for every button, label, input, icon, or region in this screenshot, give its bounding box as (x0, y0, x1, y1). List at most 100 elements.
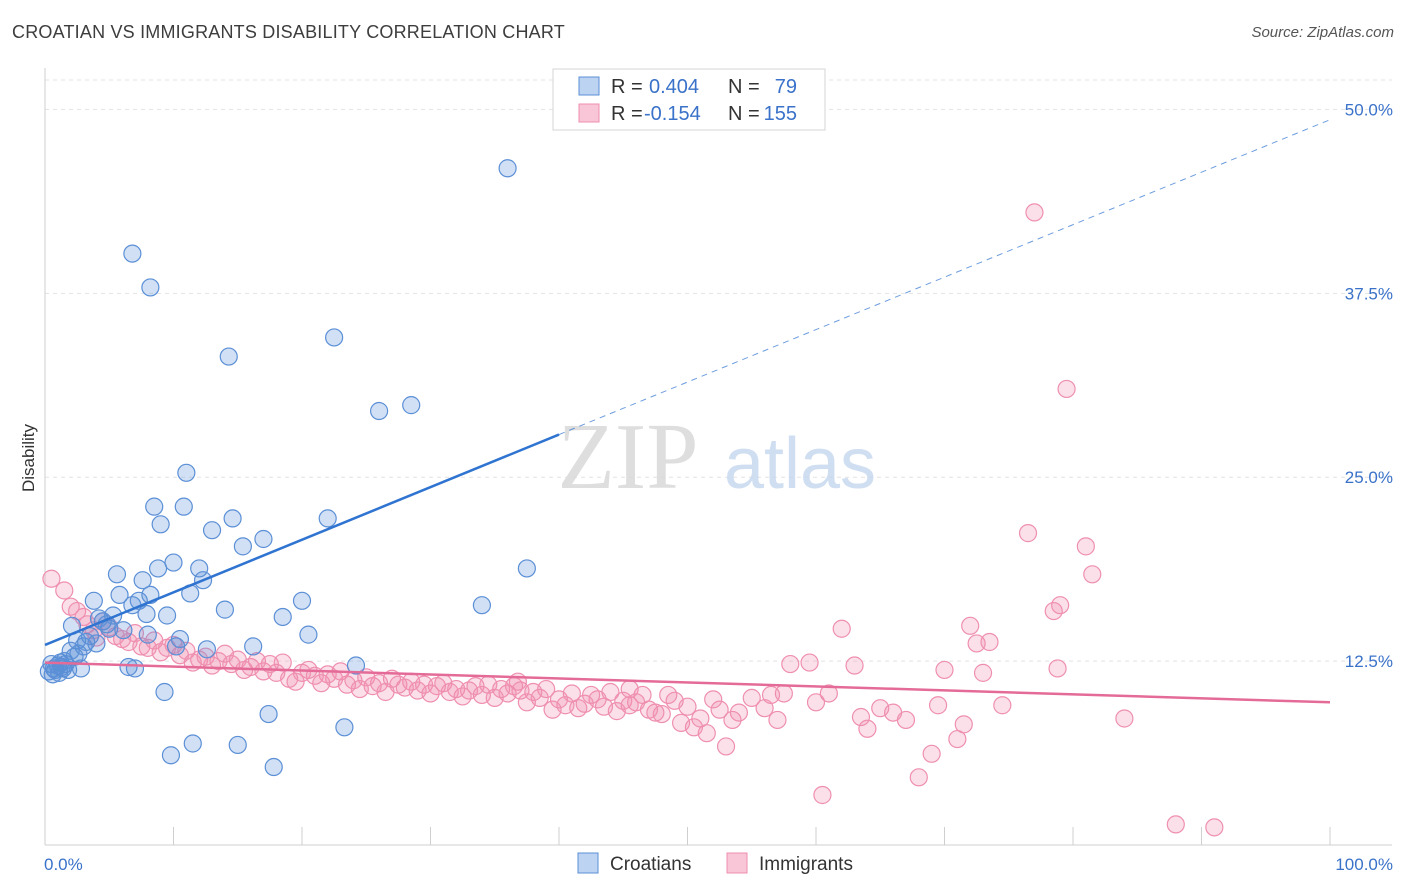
trend-lines (44, 119, 1331, 704)
croatians-point (292, 591, 312, 610)
croatians-point (233, 537, 252, 556)
immigrants-point (806, 693, 826, 712)
immigrants-point (710, 700, 729, 719)
immigrants-point (601, 682, 620, 702)
x-tick-label-max: 100.0% (1335, 855, 1393, 874)
legend-r-value-immigrants: -0.154 (644, 103, 701, 125)
immigrants-point (704, 690, 723, 709)
immigrants-point (421, 684, 440, 703)
immigrants-point (1051, 596, 1070, 615)
immigrants-point (768, 710, 787, 730)
croatians-point (157, 606, 177, 625)
immigrants-point (620, 696, 639, 715)
bottom-legend-croatians: Croatians (610, 854, 691, 875)
immigrants-point (742, 688, 761, 707)
bottom-legend-swatch-immigrants (726, 852, 748, 874)
watermark-zip: ZIP (558, 405, 699, 509)
immigrants-point (697, 724, 716, 743)
immigrants-point (832, 619, 851, 638)
immigrants-point (729, 703, 749, 722)
immigrants-point (961, 616, 980, 635)
immigrants-point (1048, 659, 1067, 678)
immigrants-point (800, 653, 819, 672)
x-tick-labels: 0.0% 100.0% (44, 855, 1393, 874)
watermark-atlas: atlas (724, 424, 876, 504)
immigrants-point (973, 663, 993, 682)
y-tick-labels: 12.5% 25.0% 37.5% 50.0% (1345, 100, 1393, 671)
croatians-point (202, 521, 222, 540)
legend-n-label-croatians: N = (728, 76, 760, 98)
watermark: ZIP atlas (558, 405, 877, 509)
bottom-legend-swatch-croatians (577, 852, 599, 874)
immigrants-point (55, 581, 74, 600)
immigrants-point (1018, 524, 1038, 543)
immigrants-point (845, 656, 864, 675)
immigrants-point (678, 697, 697, 716)
croatians-point (107, 565, 127, 584)
immigrants-point (652, 704, 671, 724)
legend-n-value-croatians: 79 (775, 76, 797, 98)
croatians-point (155, 682, 174, 702)
croatians-point (123, 244, 142, 263)
immigrants-points (42, 203, 1224, 837)
croatians-point (151, 515, 170, 534)
immigrants-point (993, 696, 1012, 715)
x-tick-label-min: 0.0% (44, 855, 83, 874)
croatians-point (259, 704, 278, 724)
grid-lines (45, 79, 1392, 662)
y-tick-label: 12.5% (1345, 652, 1393, 671)
croatians-point (223, 509, 242, 528)
y-tick-label: 37.5% (1345, 284, 1393, 303)
legend-box: R = 0.404 N = 79 R = -0.154 N = 155 (552, 68, 826, 131)
croatians-point (137, 604, 156, 624)
immigrants-point (723, 710, 742, 730)
immigrants-point (851, 707, 871, 727)
immigrants-point (813, 785, 832, 805)
croatians-point (219, 347, 238, 366)
immigrants-point (42, 569, 61, 588)
croatians-point (183, 734, 202, 753)
immigrants-point (781, 654, 800, 674)
legend-swatch-croatians (578, 76, 600, 96)
legend-n-value-immigrants: 155 (764, 103, 797, 125)
immigrants-point (896, 710, 916, 730)
immigrants-point (1115, 709, 1134, 728)
croatians-point (133, 571, 152, 590)
croatians-point (228, 735, 247, 755)
croatians-point (318, 509, 337, 528)
immigrants-point (761, 685, 781, 705)
croatians-point (174, 497, 193, 516)
immigrants-point (922, 744, 941, 763)
croatians-point (402, 396, 421, 415)
croatians-point (125, 659, 145, 678)
croatians-point (498, 159, 517, 178)
croatians-point (190, 559, 209, 578)
croatians-point (141, 278, 160, 297)
immigrants-point (1083, 565, 1102, 584)
legend-n-label-immigrants: N = (728, 103, 760, 125)
croatians-point (325, 328, 344, 347)
croatians-point (273, 607, 292, 627)
bottom-legend-immigrants: Immigrants (759, 854, 853, 875)
immigrants-point (716, 737, 736, 756)
croatians-point (87, 634, 106, 653)
immigrants-point (177, 641, 196, 660)
croatians-point (335, 718, 354, 737)
legend-r-label-immigrants: R = (611, 103, 643, 125)
immigrants-point (928, 696, 948, 715)
legend-r-value-croatians: 0.404 (649, 76, 699, 98)
croatians-point (197, 640, 217, 659)
croatians-point (264, 757, 283, 777)
immigrants-point (935, 660, 954, 680)
y-tick-label: 25.0% (1345, 468, 1393, 487)
croatians-point (517, 559, 536, 578)
croatians-point (110, 585, 129, 605)
croatians-point (215, 600, 234, 619)
bottom-legend: Croatians Immigrants (577, 852, 853, 875)
immigrants-point (858, 719, 877, 738)
croatians-point (472, 596, 491, 615)
legend-r-label-croatians: R = (611, 76, 643, 98)
immigrants-point (1166, 815, 1185, 834)
immigrants-point (980, 632, 999, 652)
